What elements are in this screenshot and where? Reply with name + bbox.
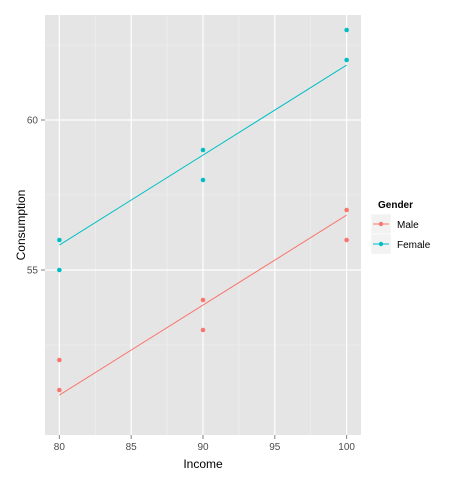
trend-lines xyxy=(59,64,347,396)
legend-title: Gender xyxy=(378,200,413,211)
point-female xyxy=(344,27,349,33)
legend-key-point-female xyxy=(378,241,384,247)
x-tick-label: 90 xyxy=(197,442,209,453)
x-tick-label: 95 xyxy=(269,442,281,453)
point-male xyxy=(200,327,206,333)
legend-label-female: Female xyxy=(397,240,431,251)
x-axis-title: Income xyxy=(183,457,223,471)
point-male xyxy=(200,297,206,303)
axis-ticks: 80 85 90 95 100 55 60 xyxy=(27,116,356,454)
legend: Gender Male Female xyxy=(370,200,431,255)
point-male xyxy=(57,387,62,393)
point-male xyxy=(57,357,62,363)
point-female xyxy=(200,147,206,153)
legend-label-male: Male xyxy=(397,220,419,231)
data-points xyxy=(57,27,349,393)
point-female xyxy=(344,57,349,63)
point-female xyxy=(200,177,206,183)
x-tick-label: 100 xyxy=(338,442,355,453)
point-female xyxy=(57,237,62,243)
x-tick-label: 85 xyxy=(126,442,138,453)
y-tick-label: 55 xyxy=(27,266,39,277)
x-tick-label: 80 xyxy=(54,442,66,453)
point-male xyxy=(344,237,349,243)
y-tick-label: 60 xyxy=(27,116,39,127)
trend-line-male xyxy=(59,214,347,396)
point-female xyxy=(57,267,62,273)
trend-line-female xyxy=(59,64,347,246)
legend-keys: Male Female xyxy=(370,213,431,255)
y-axis-title: Consumption xyxy=(14,190,28,261)
point-male xyxy=(344,207,349,213)
legend-key-point-male xyxy=(378,221,384,227)
grid xyxy=(45,15,361,435)
